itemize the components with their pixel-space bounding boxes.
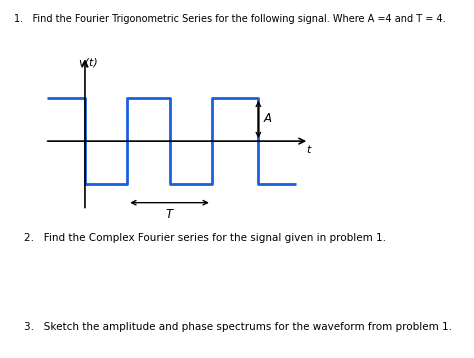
Text: 3.   Sketch the amplitude and phase spectrums for the waveform from problem 1.: 3. Sketch the amplitude and phase spectr… <box>24 322 452 332</box>
Text: v(t): v(t) <box>79 58 99 68</box>
Text: A: A <box>264 112 272 125</box>
Text: t: t <box>306 145 310 155</box>
Text: 1.   Find the Fourier Trigonometric Series for the following signal. Where A =4 : 1. Find the Fourier Trigonometric Series… <box>14 14 446 24</box>
Text: T: T <box>166 208 173 221</box>
Text: 2.   Find the Complex Fourier series for the signal given in problem 1.: 2. Find the Complex Fourier series for t… <box>24 233 386 243</box>
